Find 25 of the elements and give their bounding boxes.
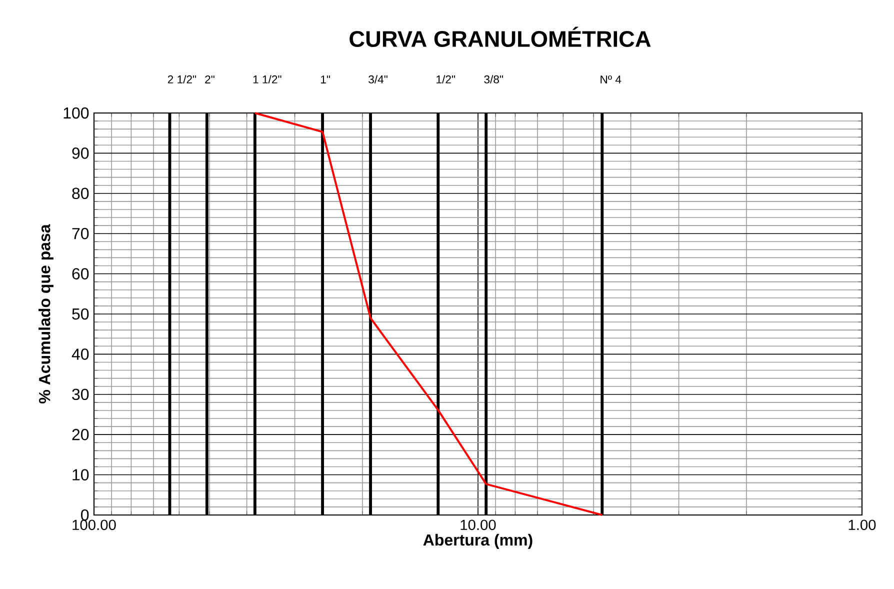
- annotation: 1 1/2": [253, 75, 282, 84]
- y-tick-label: 60: [72, 268, 89, 280]
- y-tick-label: 90: [72, 148, 89, 159]
- x-tick-label: 1.00: [848, 520, 876, 530]
- y-tick-label: 40: [72, 348, 89, 360]
- x-tick-label: 100.00: [72, 520, 116, 530]
- annotation: 1/2": [436, 75, 456, 84]
- x-axis-title: Abertura (mm): [423, 534, 532, 549]
- y-tick-label: 80: [72, 188, 89, 200]
- y-tick-label: 0: [81, 509, 89, 521]
- annotation: Nº 4: [600, 75, 622, 84]
- annotation: 3/8": [484, 75, 503, 84]
- y-tick-label: 100: [64, 107, 89, 119]
- annotation: 3/4": [368, 75, 388, 84]
- y-tick-label: 70: [72, 228, 89, 240]
- x-tick-label: 10.00: [460, 520, 496, 530]
- y-tick-label: 50: [72, 308, 89, 320]
- annotation: 1": [321, 76, 330, 84]
- y-tick-label: 10: [72, 469, 89, 480]
- annotation: 2 1/2": [168, 75, 196, 84]
- y-tick-label: 30: [72, 388, 89, 400]
- y-axis-title: % Acumulado que pasa: [38, 224, 54, 404]
- chart-title: CURVA GRANULOMÉTRICA: [350, 26, 651, 48]
- annotation: 2": [205, 75, 214, 84]
- y-tick-label: 20: [72, 428, 89, 440]
